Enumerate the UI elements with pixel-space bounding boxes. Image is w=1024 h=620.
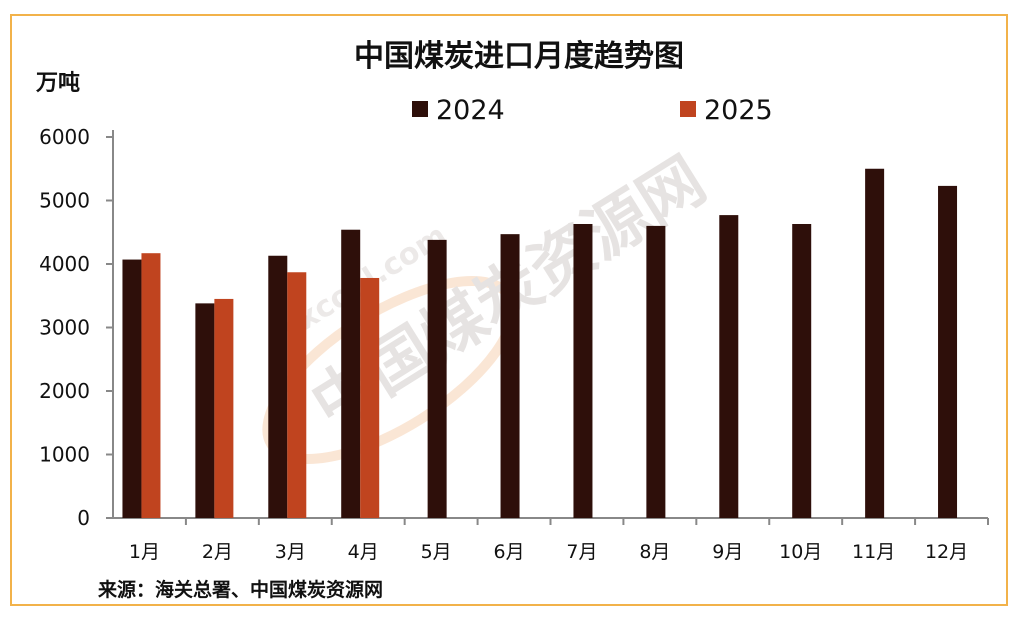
y-tick-label: 0 <box>77 506 90 530</box>
x-tick-label: 12月 <box>925 541 968 563</box>
bar-2024-2 <box>195 303 215 518</box>
axes <box>112 130 988 519</box>
legend-swatch-2025 <box>680 101 696 117</box>
bar-2024-12 <box>938 185 958 518</box>
y-axis-unit: 万吨 <box>35 71 80 96</box>
bar-2024-1 <box>122 259 142 518</box>
bar-2024-11 <box>865 168 885 518</box>
y-tick-label: 5000 <box>39 189 90 213</box>
y-ticks: 0 1000 2000 3000 4000 5000 6000 <box>39 125 113 530</box>
legend-swatch-2024 <box>412 101 428 117</box>
x-tick-label: 2月 <box>202 541 233 563</box>
bar-2024-8 <box>646 225 666 518</box>
bars <box>122 168 958 519</box>
x-tick-label: 11月 <box>852 541 895 563</box>
y-tick-label: 3000 <box>39 316 90 340</box>
x-tick-label: 1月 <box>129 541 160 563</box>
x-tick-label: 7月 <box>566 541 597 563</box>
x-tick-label: 6月 <box>493 541 524 563</box>
bar-2024-10 <box>792 223 812 518</box>
x-ticks: 1月 2月 3月 4月 5月 6月 7月 8月 9月 10月 11月 12月 <box>129 518 989 563</box>
y-tick-label: 2000 <box>39 379 90 403</box>
legend-label-2024: 2024 <box>436 95 505 126</box>
x-tick-label: 4月 <box>348 541 379 563</box>
bar-2024-6 <box>500 234 520 518</box>
bar-2024-5 <box>427 239 447 518</box>
x-tick-label: 5月 <box>421 541 452 563</box>
y-tick-label: 6000 <box>39 125 90 149</box>
bar-2025-3 <box>287 272 307 518</box>
y-tick-label: 4000 <box>39 252 90 276</box>
source-note: 来源：海关总署、中国煤炭资源网 <box>98 578 383 601</box>
legend: 2024 2025 <box>412 95 773 126</box>
bar-2025-4 <box>360 277 380 518</box>
x-tick-label: 9月 <box>712 541 743 563</box>
bar-2024-4 <box>341 229 361 518</box>
bar-2025-1 <box>141 253 161 518</box>
x-tick-label: 3月 <box>275 541 306 563</box>
chart-title: 中国煤炭进口月度趋势图 <box>354 39 684 74</box>
bar-2024-9 <box>719 215 739 519</box>
x-tick-label: 10月 <box>779 541 822 563</box>
x-tick-label: 8月 <box>639 541 670 563</box>
bar-2024-3 <box>268 255 288 518</box>
bar-2025-2 <box>214 298 234 518</box>
bar-2024-7 <box>573 223 593 518</box>
legend-label-2025: 2025 <box>704 95 773 126</box>
y-tick-label: 1000 <box>39 443 90 467</box>
